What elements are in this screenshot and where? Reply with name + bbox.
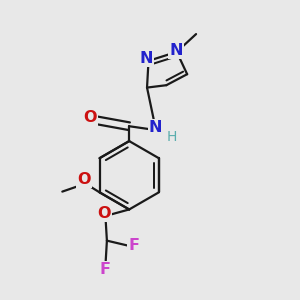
Text: O: O	[83, 110, 97, 125]
Text: N: N	[140, 51, 153, 66]
Text: H: H	[166, 130, 177, 144]
Text: N: N	[148, 120, 162, 135]
Text: F: F	[99, 262, 110, 277]
Text: O: O	[77, 172, 91, 187]
Text: N: N	[169, 43, 183, 58]
Text: F: F	[128, 238, 139, 253]
Text: O: O	[97, 206, 111, 221]
